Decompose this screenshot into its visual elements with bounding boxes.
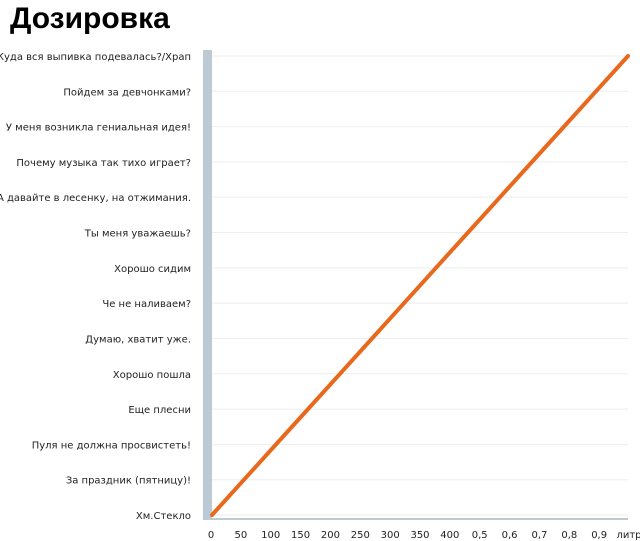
y-tick-label: Че не наливаем?: [102, 299, 191, 310]
x-tick-label: 0,8: [561, 530, 577, 541]
series-layer: [210, 54, 630, 517]
y-tick-label: А давайте в лесенку, на отжимания.: [0, 193, 191, 204]
x-axis-ticks: 0 50 100 150 200 250 300 350 400 0,5 0,6 0,7 0,8 0,9 л…: [208, 530, 640, 541]
x-tick-label: 300: [381, 530, 400, 541]
x-tick-label: 0,6: [502, 530, 518, 541]
x-tick-label: литр: [616, 530, 640, 541]
x-tick-label: 0,5: [472, 530, 488, 541]
x-tick-label: 350: [410, 530, 429, 541]
x-tick-label: 250: [351, 530, 370, 541]
series-line: [210, 54, 630, 517]
y-tick-label: Хорошо сидим: [114, 264, 191, 275]
y-tick-label: Пуля не должна просвистеть!: [32, 440, 191, 451]
x-tick-label: 400: [440, 530, 459, 541]
x-tick-label: 200: [321, 530, 340, 541]
gridlines: [212, 55, 628, 516]
x-tick-label: 0,7: [531, 530, 547, 541]
y-tick-label: Думаю, хватит уже.: [85, 334, 191, 345]
y-tick-label: Хорошо пошла: [113, 370, 191, 381]
y-tick-label: Почему музыка так тихо играет?: [16, 158, 191, 169]
y-tick-label: Куда вся выпивка подевалась?/Храп: [0, 52, 191, 63]
y-tick-label: Еще плесни: [128, 405, 191, 416]
x-tick-label: 100: [261, 530, 280, 541]
y-axis-labels: Хм.Стекло За праздник (пятницу)! Пуля не д…: [0, 52, 191, 522]
x-tick-label: 50: [234, 530, 247, 541]
y-axis-bar: [203, 50, 212, 519]
y-tick-label: За праздник (пятницу)!: [66, 476, 191, 487]
y-tick-label: Пойдем за девчонками?: [63, 87, 191, 98]
x-tick-label: 0,9: [591, 530, 607, 541]
x-tick-label: 150: [291, 530, 310, 541]
chart-title: Дозировка: [10, 2, 170, 35]
y-tick-label: Ты меня уважаешь?: [84, 229, 191, 240]
x-tick-label: 0: [208, 530, 214, 541]
y-tick-label: Хм.Стекло: [136, 511, 191, 522]
y-tick-label: У меня возникла гениальная идея!: [6, 123, 191, 134]
